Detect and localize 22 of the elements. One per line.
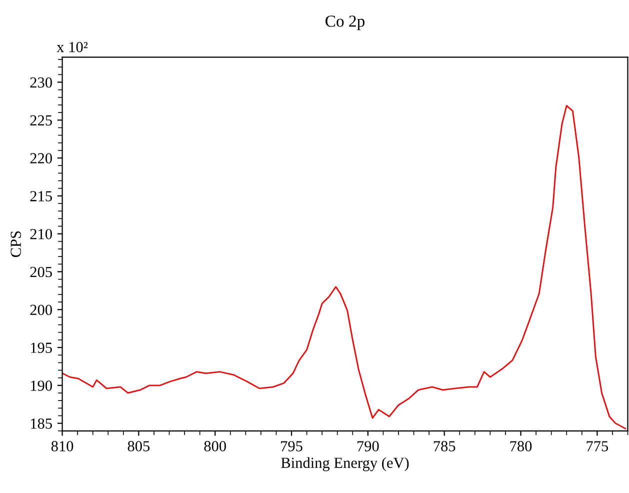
y-tick-label: 185 bbox=[30, 418, 52, 429]
x-tick-label: 780 bbox=[510, 441, 532, 452]
y-tick-label: 230 bbox=[30, 77, 52, 88]
x-tick-label: 795 bbox=[281, 441, 302, 452]
x-tick-label: 810 bbox=[51, 441, 74, 452]
y-tick-label: 190 bbox=[30, 380, 52, 391]
y-tick-label: 200 bbox=[30, 304, 52, 316]
x-axis-title: Binding Energy (eV) bbox=[281, 457, 409, 472]
text: x 10² bbox=[56, 42, 88, 52]
chart-title: Co 2p bbox=[326, 16, 364, 30]
x-tick-label: 790 bbox=[357, 441, 379, 452]
x-tick-label: 800 bbox=[204, 441, 226, 452]
y-tick-label: 215 bbox=[30, 191, 52, 202]
y-tick-label: 195 bbox=[30, 342, 52, 353]
x-tick-label: 775 bbox=[586, 441, 608, 452]
y-tick-label: 225 bbox=[30, 115, 52, 126]
y-tick-label: 220 bbox=[30, 153, 52, 164]
y-axis-title: CPS bbox=[10, 231, 21, 257]
x-tick-label: 785 bbox=[434, 441, 456, 452]
y-tick-label: 210 bbox=[30, 228, 52, 240]
x-tick-label: 805 bbox=[128, 441, 150, 452]
y-tick-label: 205 bbox=[30, 266, 52, 278]
